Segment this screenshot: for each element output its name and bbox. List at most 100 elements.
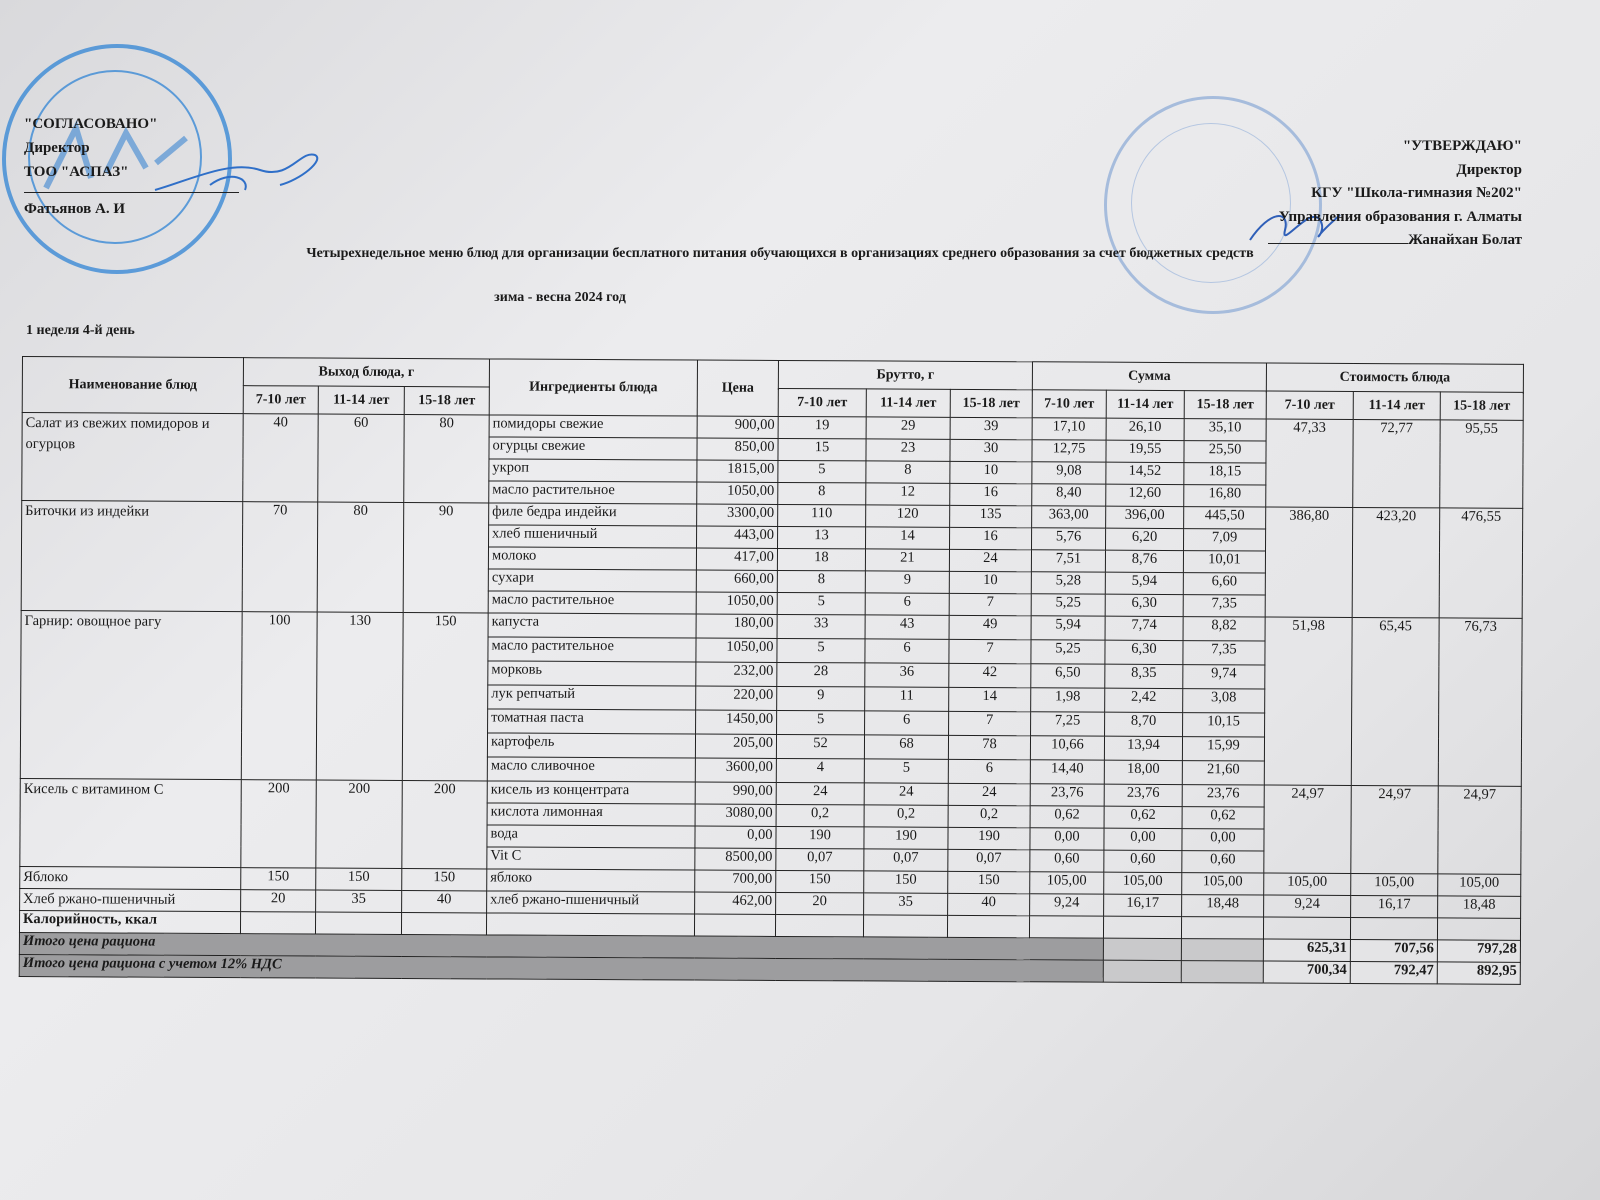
ingredient-brutto: 190 — [863, 826, 949, 850]
ingredient-sum: 8,70 — [1104, 712, 1183, 737]
ingredient-brutto: 14 — [865, 526, 950, 550]
empty-cell — [1181, 938, 1264, 962]
ingredient-name: морковь — [487, 660, 696, 687]
approval-right-heading: "УТВЕРЖДАЮ" — [1402, 138, 1522, 154]
ingredient-price: 462,00 — [694, 892, 776, 915]
ingredient-sum: 1,98 — [1030, 687, 1105, 713]
ingredient-name: масло сливочное — [487, 756, 696, 783]
dish-cost: 24,97 — [1263, 785, 1352, 874]
header-age: 15-18 лет — [1440, 391, 1524, 421]
ingredient-brutto: 190 — [775, 826, 865, 849]
header-age: 11-14 лет — [1353, 391, 1441, 420]
empty-cell — [1437, 917, 1521, 941]
ingredient-price: 3600,00 — [695, 758, 777, 783]
dish-cost: 476,55 — [1439, 507, 1523, 619]
ingredient-sum: 363,00 — [1031, 505, 1106, 529]
approval-right-role: Директор — [1456, 161, 1522, 178]
signature-right — [1249, 214, 1341, 241]
calories-label: Калорийность, ккал — [19, 910, 241, 934]
ingredient-price: 0,00 — [694, 826, 777, 849]
ingredient-brutto: 8 — [777, 482, 866, 505]
signature-left — [154, 153, 319, 191]
dish-output: 150 — [402, 612, 489, 781]
approval-right-name: Жанайхан Болат — [1407, 232, 1522, 248]
menu-table: Наименование блюд Выход блюда, г Ингреди… — [19, 356, 1524, 985]
dish-name: Хлеб ржано-пшеничный — [19, 888, 241, 912]
dish-output: 200 — [240, 779, 317, 869]
ingredient-brutto: 6 — [864, 638, 950, 664]
dish-output: 60 — [317, 414, 405, 503]
ingredient-sum: 0,62 — [1182, 806, 1265, 830]
menu-table-body: Салат из свежих помидоров и огурцов 40 60 8… — [19, 412, 1524, 985]
ingredient-brutto: 42 — [948, 663, 1031, 688]
ingredient-sum: 0,00 — [1103, 828, 1183, 851]
ingredient-brutto: 68 — [864, 734, 949, 760]
ingredient-brutto: 9 — [865, 570, 950, 594]
header-dish: Наименование блюд — [22, 356, 244, 414]
ingredient-sum: 105,00 — [1029, 871, 1104, 895]
ingredient-sum: 105,00 — [1181, 872, 1264, 896]
ingredient-sum: 5,94 — [1031, 615, 1106, 641]
ingredient-price: 3080,00 — [695, 804, 777, 827]
total-value: 625,31 — [1263, 939, 1351, 962]
total-value: 707,56 — [1350, 939, 1438, 962]
header-brutto: Брутто, г — [778, 360, 1033, 390]
ingredient-brutto: 39 — [950, 417, 1033, 440]
ingredient-brutto: 110 — [777, 504, 866, 527]
ingredient-sum: 16,17 — [1103, 894, 1182, 917]
dish-output: 150 — [240, 867, 316, 891]
ingredient-sum: 14,40 — [1030, 759, 1105, 785]
total-label: Итого цена рациона с учетом 12% НДС — [19, 954, 1104, 983]
dish-name: Салат из свежих помидоров и огурцов — [21, 412, 244, 502]
empty-cell — [1103, 938, 1182, 961]
ingredient-sum: 5,25 — [1030, 639, 1106, 665]
dish-cost: 16,17 — [1350, 895, 1438, 918]
ingredient-name: томатная паста — [487, 708, 696, 735]
ingredient-brutto: 40 — [947, 893, 1030, 916]
ingredient-sum: 10,66 — [1030, 735, 1105, 761]
ingredient-price: 1050,00 — [696, 482, 778, 505]
dish-output: 90 — [403, 502, 489, 613]
ingredient-sum: 8,82 — [1183, 616, 1266, 642]
ingredient-name: кислота лимонная — [487, 802, 696, 827]
ingredient-sum: 8,35 — [1104, 664, 1183, 689]
dish-output: 100 — [241, 611, 318, 781]
ingredient-sum: 7,09 — [1183, 528, 1266, 552]
ingredient-sum: 9,74 — [1182, 664, 1265, 690]
header-sum: Сумма — [1032, 361, 1267, 392]
ingredient-sum: 5,94 — [1105, 572, 1184, 595]
dish-cost: 105,00 — [1350, 873, 1438, 896]
header-age: 7-10 лет — [778, 388, 867, 417]
ingredient-brutto: 13 — [777, 526, 866, 549]
dish-output: 150 — [315, 868, 402, 891]
ingredient-price: 1050,00 — [696, 592, 778, 615]
signature-line — [24, 184, 239, 193]
dish-name: Яблоко — [19, 866, 241, 890]
ingredient-sum: 6,60 — [1183, 572, 1266, 596]
ingredient-sum: 16,80 — [1183, 484, 1266, 508]
ingredient-brutto: 5 — [777, 460, 866, 483]
header-age: 15-18 лет — [950, 389, 1033, 418]
header-age: 11-14 лет — [1106, 390, 1185, 419]
ingredient-name: хлеб ржано-пшеничный — [486, 890, 695, 915]
ingredient-sum: 8,76 — [1105, 550, 1184, 573]
ingredient-price: 1050,00 — [695, 638, 778, 663]
empty-cell — [775, 914, 864, 937]
header-ingredients: Ингредиенты блюда — [489, 358, 698, 417]
ingredient-price: 900,00 — [697, 416, 779, 439]
dish-output: 40 — [401, 890, 487, 913]
ingredient-brutto: 24 — [776, 782, 865, 805]
ingredient-brutto: 14 — [948, 687, 1031, 712]
header-age: 15-18 лет — [404, 386, 490, 415]
ingredient-sum: 21,60 — [1182, 760, 1265, 786]
ingredient-sum: 23,76 — [1104, 784, 1183, 807]
ingredient-brutto: 30 — [949, 439, 1033, 462]
ingredient-sum: 23,76 — [1030, 783, 1105, 807]
empty-cell — [315, 912, 402, 935]
ingredient-brutto: 49 — [949, 615, 1032, 640]
header-age: 7-10 лет — [1266, 391, 1354, 420]
dish-cost: 105,00 — [1263, 873, 1351, 896]
empty-cell — [401, 912, 487, 935]
empty-cell — [486, 912, 695, 937]
ingredient-brutto: 10 — [949, 571, 1032, 594]
